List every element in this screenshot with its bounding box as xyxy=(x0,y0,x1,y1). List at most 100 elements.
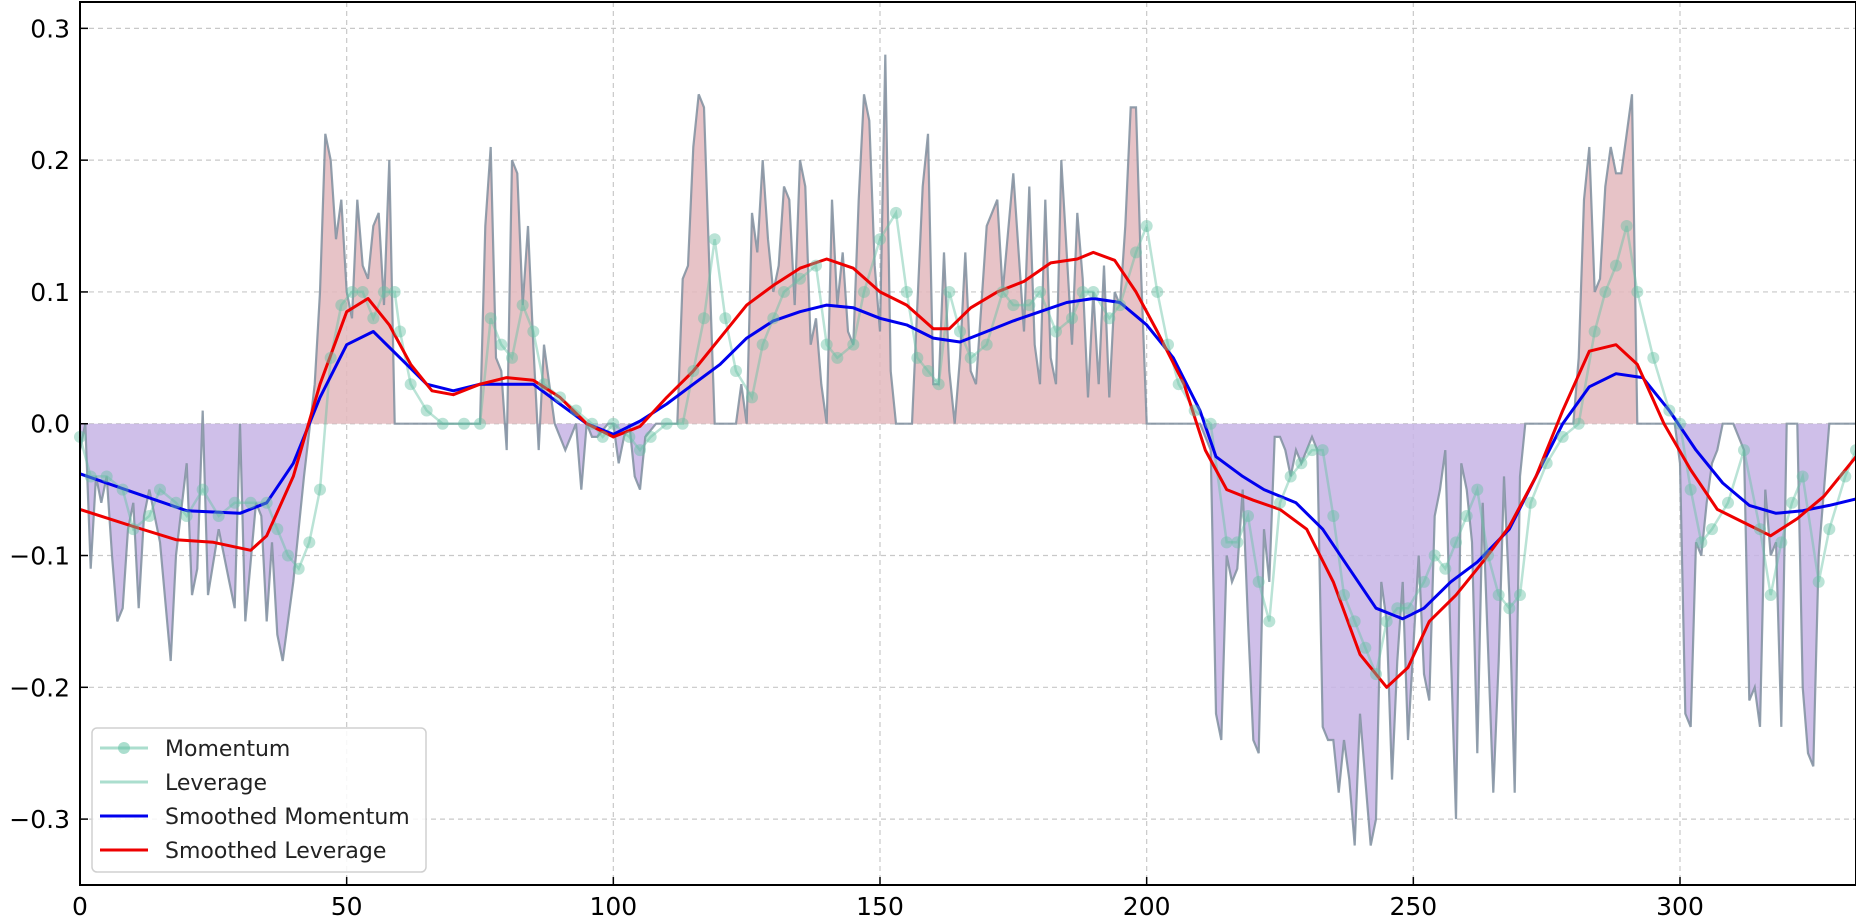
negative-fill-area xyxy=(80,423,1856,846)
momentum-marker xyxy=(1684,483,1697,496)
momentum-marker xyxy=(1402,602,1414,615)
x-tick-label: 50 xyxy=(331,892,363,920)
momentum-marker xyxy=(1050,325,1062,338)
momentum-marker xyxy=(292,562,305,575)
momentum-marker xyxy=(212,509,225,522)
momentum-marker xyxy=(420,404,433,417)
momentum-marker xyxy=(116,483,129,496)
momentum-markers xyxy=(74,206,1856,681)
momentum-marker xyxy=(1295,457,1308,470)
momentum-marker xyxy=(1220,536,1233,549)
momentum-marker xyxy=(810,259,822,272)
momentum-marker xyxy=(1754,523,1766,536)
momentum-marker xyxy=(180,509,193,522)
momentum-marker xyxy=(596,430,609,443)
momentum-marker xyxy=(303,536,316,549)
momentum-marker xyxy=(367,312,380,325)
momentum-marker xyxy=(1503,602,1516,615)
legend-box xyxy=(91,727,427,873)
momentum-marker xyxy=(586,417,598,430)
y-tick-label: 0.0 xyxy=(30,410,70,439)
momentum-marker xyxy=(1775,536,1788,549)
momentum-marker xyxy=(1151,285,1164,298)
momentum-marker xyxy=(1450,536,1462,549)
momentum-marker xyxy=(1359,641,1372,654)
momentum-marker xyxy=(244,496,257,509)
momentum-marker xyxy=(932,378,945,391)
momentum-marker xyxy=(1428,549,1441,562)
momentum-marker xyxy=(980,338,993,351)
momentum-marker xyxy=(1460,509,1473,522)
momentum-marker xyxy=(506,351,518,364)
momentum-marker xyxy=(1023,299,1036,312)
momentum-marker xyxy=(271,523,284,536)
smoothed-momentum-line xyxy=(79,297,1856,621)
momentum-marker xyxy=(516,299,529,312)
momentum-marker xyxy=(1130,246,1142,259)
momentum-marker xyxy=(1076,285,1089,298)
momentum-marker xyxy=(1764,589,1777,602)
momentum-marker xyxy=(335,299,348,312)
momentum-marker xyxy=(746,391,758,404)
momentum-marker xyxy=(607,417,620,430)
momentum-marker xyxy=(890,206,902,219)
momentum-marker xyxy=(1338,589,1350,602)
momentum-marker xyxy=(1556,430,1569,443)
plot-frame xyxy=(79,1,1856,886)
momentum-marker xyxy=(623,430,636,443)
momentum-marker xyxy=(1172,378,1185,391)
momentum-marker xyxy=(1588,325,1601,338)
momentum-marker xyxy=(388,285,401,298)
momentum-marker xyxy=(1316,444,1329,457)
y-tick-label: 0.1 xyxy=(30,278,70,307)
momentum-marker xyxy=(154,483,166,496)
momentum-marker xyxy=(1204,417,1217,430)
momentum-marker xyxy=(1242,509,1254,522)
momentum-marker xyxy=(538,378,550,391)
momentum-marker xyxy=(1231,536,1244,549)
momentum-marker xyxy=(698,312,710,325)
momentum-marker xyxy=(1439,562,1452,575)
momentum-marker xyxy=(378,285,390,298)
legend-label-leverage: Leverage xyxy=(165,771,267,796)
momentum-marker xyxy=(1370,668,1382,681)
momentum-marker xyxy=(1812,575,1825,588)
momentum-marker xyxy=(1391,602,1404,615)
momentum-marker xyxy=(847,338,860,351)
legend: Momentum Leverage Smoothed Momentum Smoothe… xyxy=(91,727,427,873)
momentum-marker xyxy=(1380,615,1393,628)
x-tick-label: 150 xyxy=(856,892,904,920)
series-lines xyxy=(78,54,1856,846)
momentum-marker xyxy=(527,325,540,338)
momentum-marker xyxy=(346,285,358,298)
momentum-marker xyxy=(1007,299,1020,312)
momentum-marker xyxy=(1647,351,1660,364)
x-tick-label: 0 xyxy=(72,892,88,920)
legend-label-smoothed-leverage: Smoothed Leverage xyxy=(165,839,386,864)
momentum-marker xyxy=(778,285,790,298)
y-tick-label: 0.2 xyxy=(30,146,70,175)
momentum-marker xyxy=(1540,457,1553,470)
momentum-line xyxy=(78,209,1856,679)
momentum-marker xyxy=(954,325,966,338)
momentum-marker xyxy=(1674,417,1686,430)
momentum-marker xyxy=(228,496,241,509)
momentum-marker xyxy=(260,496,273,509)
momentum-marker xyxy=(820,338,833,351)
momentum-marker xyxy=(756,338,769,351)
legend-marker-momentum xyxy=(118,742,130,754)
momentum-marker xyxy=(554,391,566,404)
momentum-marker xyxy=(730,365,742,378)
momentum-marker xyxy=(100,470,113,483)
momentum-marker xyxy=(1610,259,1622,272)
momentum-marker xyxy=(1722,496,1734,509)
momentum-marker xyxy=(84,470,97,483)
momentum-marker xyxy=(1823,523,1836,536)
momentum-marker xyxy=(324,351,337,364)
fill-between-areas xyxy=(80,54,1856,846)
momentum-marker xyxy=(943,285,956,298)
momentum-marker xyxy=(874,233,886,246)
momentum-marker xyxy=(1114,299,1126,312)
momentum-marker xyxy=(1492,589,1505,602)
